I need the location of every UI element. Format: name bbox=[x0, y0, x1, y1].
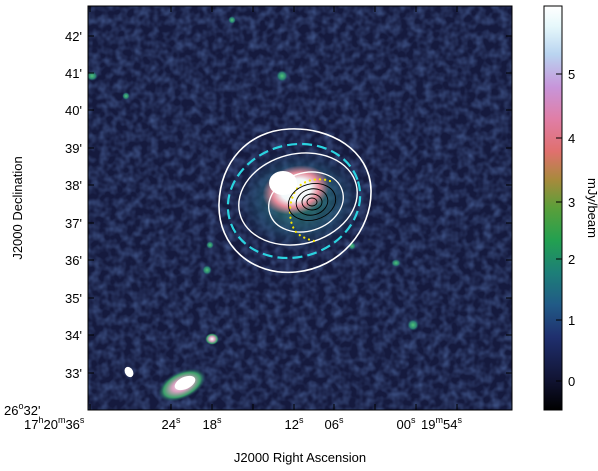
colorbar: 5 4 3 2 1 0 mJy/beam bbox=[543, 5, 598, 411]
y-origin-min: 32' bbox=[23, 403, 40, 418]
point-source bbox=[122, 92, 130, 100]
image-panel bbox=[88, 6, 512, 410]
y-tick-label: 33' bbox=[65, 366, 82, 381]
y-tick-label: 39' bbox=[65, 141, 82, 156]
black-contour bbox=[287, 183, 337, 221]
colorbar-tick-label: 3 bbox=[568, 195, 575, 210]
y-tick-label: 41' bbox=[65, 66, 82, 81]
point-source bbox=[276, 70, 288, 82]
x-tick-label: 12s bbox=[285, 415, 304, 432]
y-tick-label: 38' bbox=[65, 178, 82, 193]
point-source bbox=[391, 259, 401, 267]
colorbar-tick-label: 1 bbox=[568, 313, 575, 328]
x-tick-label: 00s bbox=[397, 415, 416, 432]
dashed-ellipse bbox=[226, 142, 362, 260]
black-contour bbox=[295, 188, 329, 216]
point-source bbox=[228, 16, 236, 24]
x-tick-label: 06s bbox=[325, 415, 344, 432]
y-tick-label: 34' bbox=[65, 328, 82, 343]
point-source bbox=[202, 265, 212, 275]
x-tick-labels: 17h20m36s 24s 18s 12s 06s 00s 19m54s bbox=[24, 415, 462, 432]
point-source bbox=[206, 241, 214, 249]
colorbar-tick-label: 0 bbox=[568, 374, 575, 389]
white-contour-mid bbox=[238, 152, 358, 246]
colorbar-tick-label: 4 bbox=[568, 131, 575, 146]
y-origin-deg: 26 bbox=[4, 403, 18, 418]
colorbar-tick-label: 2 bbox=[568, 252, 575, 267]
colorbar-title: mJy/beam bbox=[585, 178, 598, 238]
colorbar-tick-label: 5 bbox=[568, 67, 575, 82]
y-tick-labels: 42' 41' 40' 39' 38' 37' 36' 35' 34' 33' … bbox=[4, 29, 82, 418]
y-tick-label: 37' bbox=[65, 216, 82, 231]
point-source bbox=[88, 71, 98, 81]
y-axis-title: J2000 Declination bbox=[10, 156, 25, 259]
colorbar-gradient bbox=[543, 5, 563, 411]
x-tick-label: 24s bbox=[162, 415, 181, 432]
black-contour bbox=[301, 193, 323, 211]
point-source bbox=[407, 319, 419, 331]
y-tick-label: 40' bbox=[65, 103, 82, 118]
black-contour bbox=[306, 197, 318, 207]
y-tick-label: 36' bbox=[65, 253, 82, 268]
y-tick-label: 35' bbox=[65, 291, 82, 306]
bright-source-bottom-core bbox=[174, 375, 196, 391]
image-frame bbox=[87, 5, 513, 411]
y-origin-label: 26o32' bbox=[4, 401, 40, 418]
point-source bbox=[205, 333, 219, 345]
white-contour-outer bbox=[218, 128, 372, 274]
x-tick-label: 18s bbox=[203, 415, 222, 432]
y-origin-degree-sign: o bbox=[18, 401, 23, 411]
beam-ellipse bbox=[124, 366, 134, 378]
x-tick-label-first: 17h20m36s bbox=[24, 415, 85, 432]
x-tick-label: 19m54s bbox=[421, 415, 462, 432]
y-tick-label: 42' bbox=[65, 29, 82, 44]
x-axis-title: J2000 Right Ascension bbox=[234, 450, 366, 465]
white-contour-inner bbox=[268, 171, 344, 233]
